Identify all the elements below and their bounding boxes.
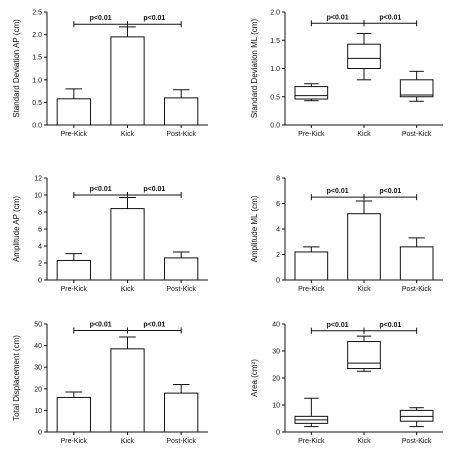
chart-panel-1: 0.0 0.5 1.0 1.5 2.0 2.5 Standard Deviation AP … <box>12 10 208 138</box>
x-tick-label: Kick <box>121 131 135 138</box>
x-tick-label: Post-Kick <box>402 438 432 445</box>
y-axis-label: Amplitude ML (cm) <box>250 195 259 262</box>
significance-label: p<0.01 <box>143 15 165 22</box>
y-tick-label: 8 <box>276 176 280 183</box>
significance-label: p<0.01 <box>327 322 349 329</box>
bar <box>110 348 145 433</box>
y-tick-label: 6 <box>38 227 42 234</box>
significance-label: p<0.01 <box>327 188 349 195</box>
y-tick-label: 1.0 <box>32 77 42 84</box>
y-tick-label: 40 <box>272 322 280 329</box>
bar <box>56 396 91 433</box>
y-tick-label: 30 <box>34 365 42 372</box>
chart-panel-3: 0 2 4 6 8 10 12 Amplitude AP (cm) Pre-Kick Kick Po… <box>12 176 208 293</box>
y-tick-label: 4 <box>38 244 42 251</box>
bar <box>164 392 199 433</box>
x-tick-label: Pre-Kick <box>61 131 88 138</box>
x-tick-label: Pre-Kick <box>298 286 325 293</box>
significance-label: p<0.01 <box>327 14 349 21</box>
x-tick-label: Pre-Kick <box>61 438 88 445</box>
significance-label: p<0.01 <box>90 321 112 328</box>
y-tick-label: 40 <box>34 343 42 350</box>
box <box>347 43 381 70</box>
y-tick-label: 0.0 <box>270 123 280 130</box>
x-tick-label: Kick <box>121 438 135 445</box>
significance-label: p<0.01 <box>90 15 112 22</box>
x-tick-label: Pre-Kick <box>298 131 325 138</box>
y-tick-label: 12 <box>34 176 42 183</box>
y-axis-label: Standard Deviation ML (cm) <box>250 19 259 119</box>
bar <box>347 213 381 281</box>
x-tick-label: Post-Kick <box>402 286 432 293</box>
box <box>347 341 381 370</box>
chart-panel-5: 0 10 20 30 40 50 Total Displacement (cm) Pre-Ki… <box>12 321 208 445</box>
x-tick-label: Post-Kick <box>166 286 196 293</box>
chart-panel-2: 0.0 0.5 1.0 1.5 2.0 Standard Deviation ML (cm… <box>250 10 443 138</box>
y-tick-label: 0.0 <box>32 123 42 130</box>
y-axis-label: Amplitude AP (cm) <box>12 196 21 262</box>
y-tick-label: 0 <box>38 430 42 437</box>
y-tick-label: 2 <box>38 261 42 268</box>
chart-panel-6: 0 10 20 30 40 Area (cm²) Pre-Kick Kick Post-Kick… <box>250 322 443 445</box>
box <box>399 409 434 422</box>
y-tick-label: 0 <box>38 278 42 285</box>
y-axis-label: Total Displacement (cm) <box>12 335 21 421</box>
bar <box>294 251 329 281</box>
x-tick-label: Post-Kick <box>402 131 432 138</box>
y-tick-label: 10 <box>34 193 42 200</box>
y-axis-label: Area (cm²) <box>250 359 259 397</box>
significance-label: p<0.01 <box>379 188 401 195</box>
x-tick-label: Kick <box>357 286 371 293</box>
y-tick-label: 1.5 <box>32 55 42 62</box>
y-tick-label: 4 <box>276 227 280 234</box>
bar <box>399 246 434 281</box>
y-tick-label: 30 <box>272 349 280 356</box>
y-tick-label: 2 <box>276 252 280 259</box>
x-tick-label: Pre-Kick <box>61 286 88 293</box>
x-tick-label: Kick <box>357 131 371 138</box>
y-tick-label: 0.5 <box>32 100 42 107</box>
bar <box>56 259 91 281</box>
bar <box>110 36 145 126</box>
y-tick-label: 50 <box>34 322 42 329</box>
y-tick-label: 2.0 <box>32 32 42 39</box>
y-tick-label: 2.5 <box>32 10 42 17</box>
y-tick-label: 10 <box>34 408 42 415</box>
x-tick-label: Kick <box>357 438 371 445</box>
bar <box>164 97 199 126</box>
bar <box>110 208 145 281</box>
y-tick-label: 1.5 <box>270 38 280 45</box>
y-tick-label: 20 <box>272 376 280 383</box>
box <box>399 79 434 98</box>
y-tick-label: 2.0 <box>270 10 280 17</box>
significance-label: p<0.01 <box>379 14 401 21</box>
chart-panel-4: 0 2 4 6 8 Amplitude ML (cm) Pre-Kick Kick Post-K… <box>250 176 443 293</box>
y-tick-label: 0.5 <box>270 94 280 101</box>
significance-label: p<0.01 <box>379 322 401 329</box>
y-axis-label: Standard Deviation AP (cm) <box>12 19 21 118</box>
bar <box>164 257 199 281</box>
bar <box>56 98 91 126</box>
y-tick-label: 8 <box>38 210 42 217</box>
y-tick-label: 10 <box>272 403 280 410</box>
x-tick-label: Kick <box>121 286 135 293</box>
x-tick-label: Pre-Kick <box>298 438 325 445</box>
y-tick-label: 20 <box>34 386 42 393</box>
significance-label: p<0.01 <box>90 186 112 193</box>
significance-label: p<0.01 <box>143 321 165 328</box>
x-tick-label: Post-Kick <box>166 131 196 138</box>
y-tick-label: 0 <box>276 430 280 437</box>
y-tick-label: 1.0 <box>270 66 280 73</box>
box <box>294 86 329 100</box>
y-tick-label: 6 <box>276 201 280 208</box>
y-tick-label: 0 <box>276 278 280 285</box>
significance-label: p<0.01 <box>143 186 165 193</box>
x-tick-label: Post-Kick <box>166 438 196 445</box>
